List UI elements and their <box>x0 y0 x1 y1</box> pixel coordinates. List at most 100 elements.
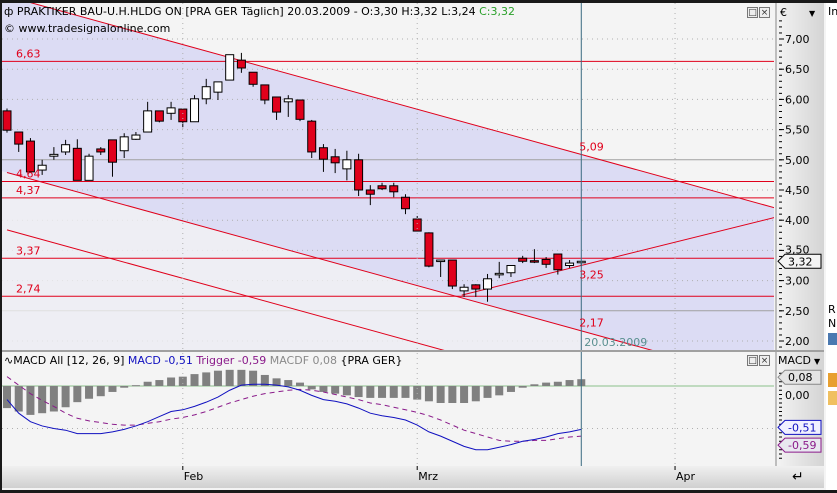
copyright: © www.tradesignalonline.com <box>4 22 171 35</box>
close-pane-button[interactable]: × <box>759 7 770 18</box>
histogram-bar <box>167 377 176 386</box>
price-tick-label: 3,50 <box>785 243 810 256</box>
histogram-bar <box>284 380 293 386</box>
candle <box>389 185 399 193</box>
candle <box>436 259 446 263</box>
price-tick-label: 6,50 <box>785 63 810 76</box>
candle <box>365 189 375 195</box>
price-pane-buttons: □ × <box>747 7 770 18</box>
trendline <box>30 3 774 209</box>
price-pane <box>2 3 774 350</box>
histogram-bar <box>530 384 539 386</box>
price-tick-label: 5,50 <box>785 124 810 137</box>
histogram-bar <box>14 386 23 412</box>
last-price-flag <box>777 253 822 269</box>
trigger-flag-label: -0,59 <box>788 439 816 452</box>
price-tick-label: 4,50 <box>785 184 810 197</box>
macd-wave-icon: ∿ <box>4 354 14 367</box>
maximize-pane-button[interactable]: □ <box>747 7 758 18</box>
histogram-bar <box>471 386 480 402</box>
histogram-bar <box>518 386 527 388</box>
candle <box>518 257 528 262</box>
horizontal-line-label: 3,37 <box>16 244 41 257</box>
candle <box>2 110 12 131</box>
candle <box>178 108 188 123</box>
histogram-bar <box>73 386 82 403</box>
histogram-bar <box>213 370 222 386</box>
histogram-bar <box>3 386 11 409</box>
histogram-bar <box>389 386 398 398</box>
macd-pane <box>2 369 774 451</box>
histogram-bar <box>143 381 152 386</box>
candle <box>154 110 164 122</box>
panel-label-r: R <box>828 303 836 316</box>
candle <box>14 131 24 145</box>
candle <box>131 134 141 140</box>
macdf-flag-label: 0,08 <box>788 371 813 384</box>
price-axis[interactable] <box>776 3 824 350</box>
candle <box>541 258 551 265</box>
candle <box>107 139 117 163</box>
histogram-bar <box>108 386 117 392</box>
histogram-bar <box>378 386 387 398</box>
histogram-bar <box>413 386 422 400</box>
crosshair-date-label: 20.03.2009 <box>584 336 647 349</box>
histogram-bar <box>237 369 246 386</box>
macd-name: MACD All [12, 26, 9] <box>13 354 125 367</box>
histogram-bar <box>460 386 469 403</box>
trendline-value-label: 5,09 <box>579 140 604 153</box>
header-close: C:3,32 <box>479 5 516 18</box>
macd-zero-label: 0,00 <box>785 389 810 402</box>
close-pane-button[interactable]: × <box>759 355 770 366</box>
candle <box>506 265 516 274</box>
horizontal-line-label: 2,74 <box>16 282 41 295</box>
panel-tool-icon[interactable] <box>828 373 837 387</box>
chart-canvas[interactable]: 6,63 4,64 4,37 3,37 2,74 5,09 3,25 2,17 20.03.20… <box>2 3 826 490</box>
trendline <box>6 172 653 350</box>
price-tick-label: 3,00 <box>785 275 810 288</box>
panel-label-n: N <box>828 317 837 330</box>
histogram-bar <box>225 369 234 386</box>
macd-axis-selector[interactable]: MACD ▼ <box>778 354 820 367</box>
candle <box>225 54 235 81</box>
histogram-bar <box>178 376 187 386</box>
histogram-bar <box>331 386 340 394</box>
indicator-icon: ф <box>4 5 14 18</box>
histogram-bar <box>436 386 445 403</box>
histogram-bar <box>366 386 375 398</box>
histogram-bar <box>38 386 47 414</box>
histogram-bar <box>131 385 140 387</box>
candle <box>459 286 469 292</box>
histogram-bar <box>553 381 562 386</box>
candle <box>96 148 106 153</box>
candle <box>447 259 457 287</box>
right-side-panel: In R N <box>826 3 837 490</box>
time-axis[interactable] <box>2 466 824 488</box>
pane-separator <box>2 350 824 352</box>
histogram-bar <box>448 386 457 403</box>
histogram-bar <box>190 374 199 386</box>
histogram-bar <box>249 370 258 386</box>
histogram-bar <box>296 382 304 386</box>
maximize-pane-button[interactable]: □ <box>747 355 758 366</box>
candle <box>166 107 176 114</box>
histogram-bar <box>26 386 35 415</box>
candle <box>213 81 223 93</box>
candle <box>143 110 153 133</box>
panel-title: In <box>828 5 837 18</box>
panel-tool-icon[interactable] <box>828 333 837 345</box>
macdf-flag <box>777 369 822 385</box>
price-tick-label: 4,00 <box>785 214 810 227</box>
candle <box>354 159 364 191</box>
candle <box>37 164 47 171</box>
histogram-bar <box>120 386 129 388</box>
trendline <box>6 229 445 350</box>
histogram-bar <box>155 380 164 386</box>
return-arrow-icon[interactable]: ↵ <box>792 469 804 485</box>
panel-tool-icon[interactable] <box>828 391 837 405</box>
price-tick-label: 2,00 <box>785 335 810 348</box>
price-tick-label: 6,00 <box>785 93 810 106</box>
currency-selector[interactable]: € ▼ <box>780 6 815 19</box>
trigger-flag <box>777 437 822 453</box>
histogram-bar <box>260 374 269 386</box>
